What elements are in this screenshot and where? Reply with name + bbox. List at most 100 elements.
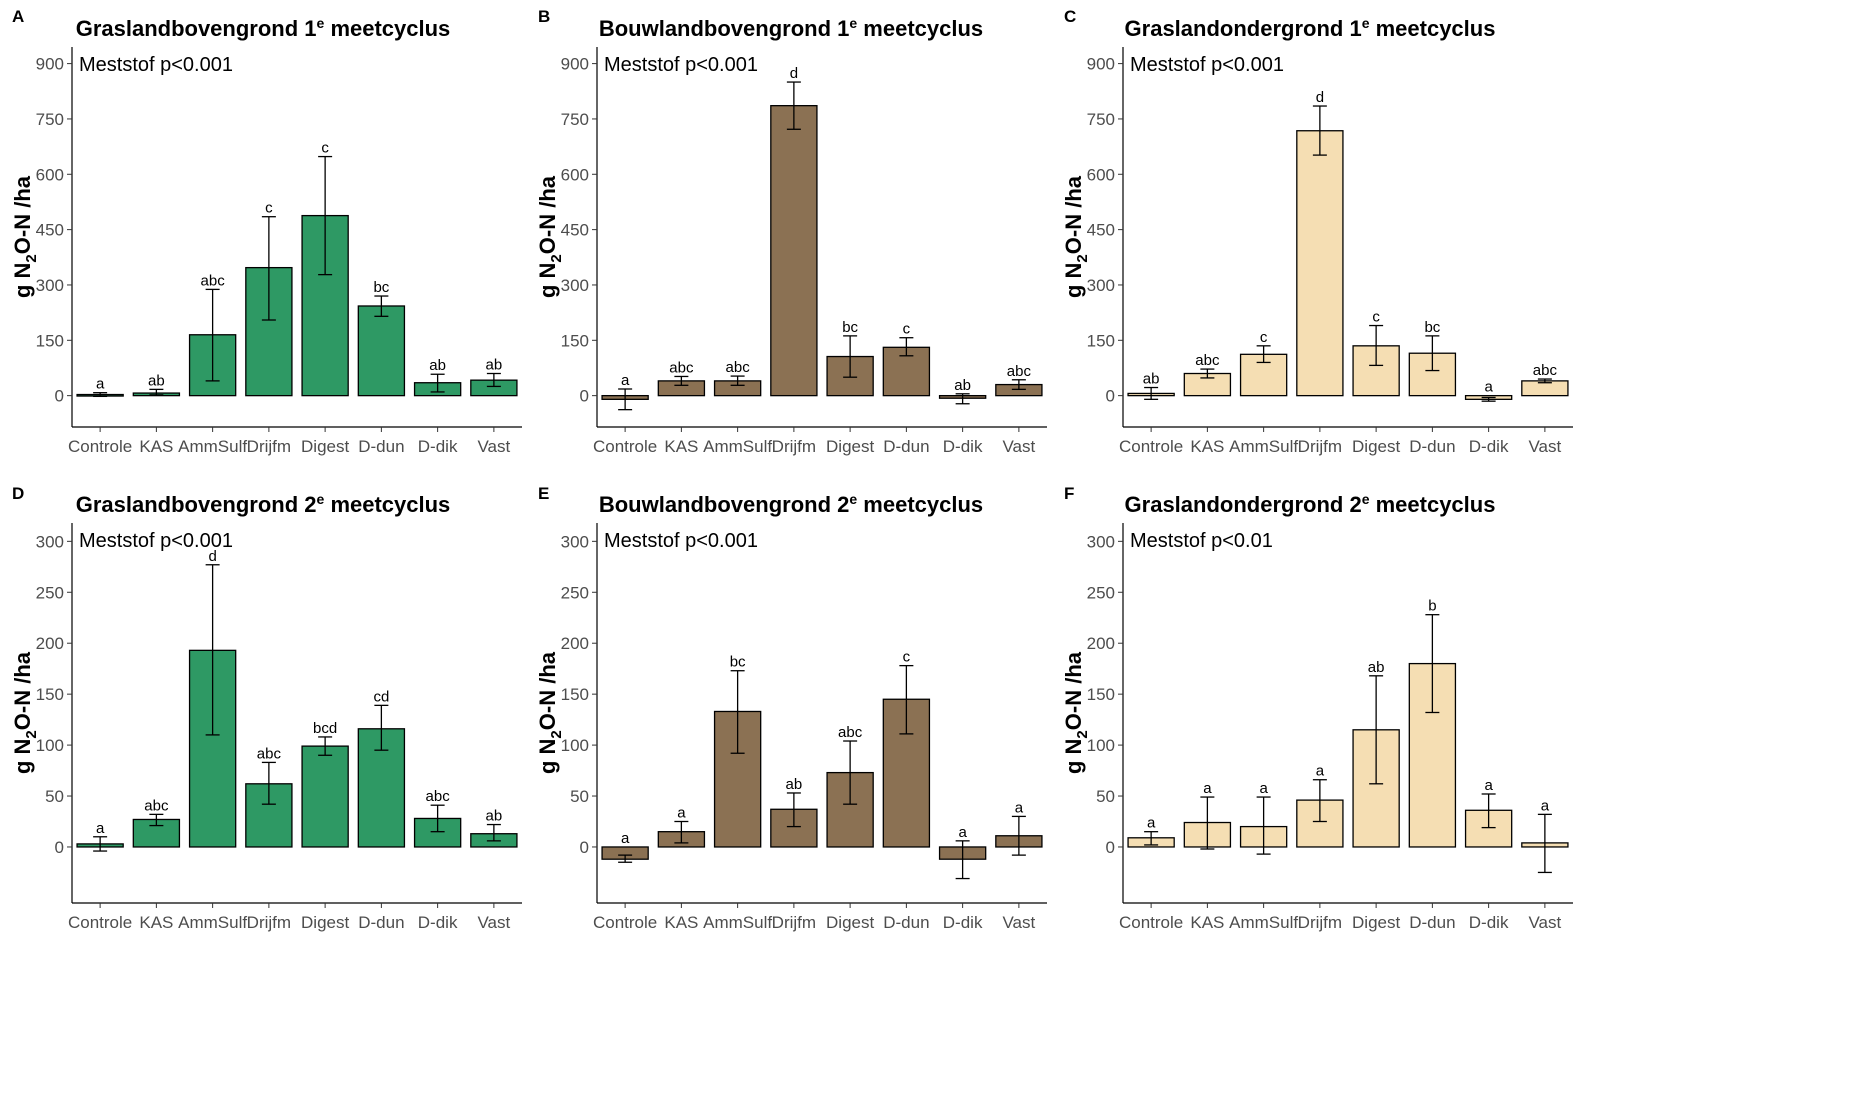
significance-letter: c [903,649,911,666]
significance-letter: a [1484,379,1493,396]
x-tick-label: KAS [139,913,173,932]
significance-letter: c [1260,329,1268,346]
significance-letter: a [1203,780,1212,797]
y-axis-label: g N2O-N /ha [1061,175,1091,298]
y-tick-label: 150 [1087,331,1115,350]
significance-letter: a [1259,780,1268,797]
chart-panel-d: D Graslandbovengrond 2e meetcyclus g N2O-N… [10,484,522,932]
y-tick-label: 0 [55,838,64,857]
significance-letter: a [958,824,967,841]
significance-letter: abc [257,745,282,762]
y-tick-label: 150 [561,331,589,350]
panel-letter: E [538,484,549,503]
significance-letter: ab [148,372,165,389]
x-tick-label: D-dik [418,913,458,932]
significance-letter: bcd [313,720,337,737]
x-tick-label: Vast [477,913,510,932]
significance-letter: a [1316,763,1325,780]
y-axis-label: g N2O-N /ha [535,651,565,774]
y-tick-label: 250 [561,583,589,602]
significance-letter: b [1428,598,1436,615]
significance-letter: abc [1195,352,1220,369]
significance-letter: bc [373,279,389,296]
y-tick-label: 450 [36,221,64,240]
x-tick-label: KAS [664,437,698,456]
y-tick-label: 250 [36,583,64,602]
x-tick-label: Controle [68,913,132,932]
significance-letter: ab [954,377,971,394]
significance-letter: a [1541,797,1550,814]
y-tick-label: 300 [36,532,64,551]
y-tick-label: 900 [561,55,589,74]
y-tick-label: 200 [1087,634,1115,653]
panel-letter: C [1064,7,1076,26]
significance-letter: c [265,200,273,217]
significance-letter: ab [1143,371,1160,388]
x-tick-label: KAS [1190,437,1224,456]
x-tick-label: Drijfm [1298,913,1342,932]
bar-d-dun [357,305,406,397]
x-tick-label: KAS [1190,913,1224,932]
x-tick-label: Vast [1528,437,1561,456]
y-tick-label: 750 [36,110,64,129]
significance-annotation: Meststof p<0.001 [1130,54,1284,76]
y-tick-label: 250 [1087,583,1115,602]
x-tick-label: D-dun [883,437,929,456]
y-axis-label: g N2O-N /ha [10,175,40,298]
y-tick-label: 900 [36,55,64,74]
y-axis-label: g N2O-N /ha [535,175,565,298]
y-tick-label: 200 [36,634,64,653]
x-tick-label: Digest [1352,437,1400,456]
significance-letter: d [1316,89,1324,106]
y-tick-label: 0 [580,838,589,857]
y-tick-label: 50 [45,787,64,806]
x-tick-label: D-dun [358,437,404,456]
significance-letter: bc [730,654,746,671]
significance-letter: abc [838,724,863,741]
chart-title: Bouwlandbovengrond 2e meetcyclus [599,491,983,517]
significance-annotation: Meststof p<0.001 [79,530,233,552]
y-axis-label: g N2O-N /ha [10,651,40,774]
x-tick-label: Controle [1119,437,1183,456]
chart-panel-c: C Graslandondergrond 1e meetcyclus g N2O-N… [1061,7,1573,456]
significance-letter: ab [486,357,503,374]
significance-letter: a [621,372,630,389]
y-tick-label: 900 [1087,55,1115,74]
y-tick-label: 0 [55,387,64,406]
significance-letter: bc [1424,319,1440,336]
y-tick-label: 0 [1106,838,1115,857]
significance-annotation: Meststof p<0.001 [79,54,233,76]
x-tick-label: Drijfm [1298,437,1342,456]
x-tick-label: D-dik [943,913,983,932]
x-tick-label: Vast [477,437,510,456]
significance-annotation: Meststof p<0.01 [1130,530,1273,552]
significance-letter: a [1147,815,1156,832]
x-tick-label: D-dik [943,437,983,456]
significance-letter: ab [786,776,803,793]
y-tick-label: 150 [36,685,64,704]
x-tick-label: Drijfm [772,913,816,932]
x-tick-label: D-dun [358,913,404,932]
y-tick-label: 150 [561,685,589,704]
x-tick-label: D-dun [1409,437,1455,456]
x-tick-label: D-dun [883,913,929,932]
x-tick-label: AmmSulf [703,913,772,932]
x-tick-label: AmmSulf [178,437,247,456]
x-tick-label: Controle [593,913,657,932]
x-tick-label: Digest [826,913,874,932]
x-tick-label: KAS [139,437,173,456]
chart-panel-a: A Graslandbovengrond 1e meetcyclus g N2O-N… [10,7,522,456]
significance-letter: c [903,321,911,338]
significance-letter: a [1484,777,1493,794]
chart-panel-f: F Graslandondergrond 2e meetcyclus g N2O-N… [1061,484,1573,932]
bar-drijfm [770,105,818,397]
x-tick-label: Drijfm [247,437,291,456]
y-tick-label: 450 [561,221,589,240]
significance-letter: abc [1533,362,1558,379]
chart-title: Graslandbovengrond 1e meetcyclus [76,15,451,41]
y-tick-label: 300 [561,532,589,551]
significance-letter: abc [1007,363,1032,380]
y-tick-label: 600 [561,165,589,184]
y-tick-label: 50 [1096,787,1115,806]
